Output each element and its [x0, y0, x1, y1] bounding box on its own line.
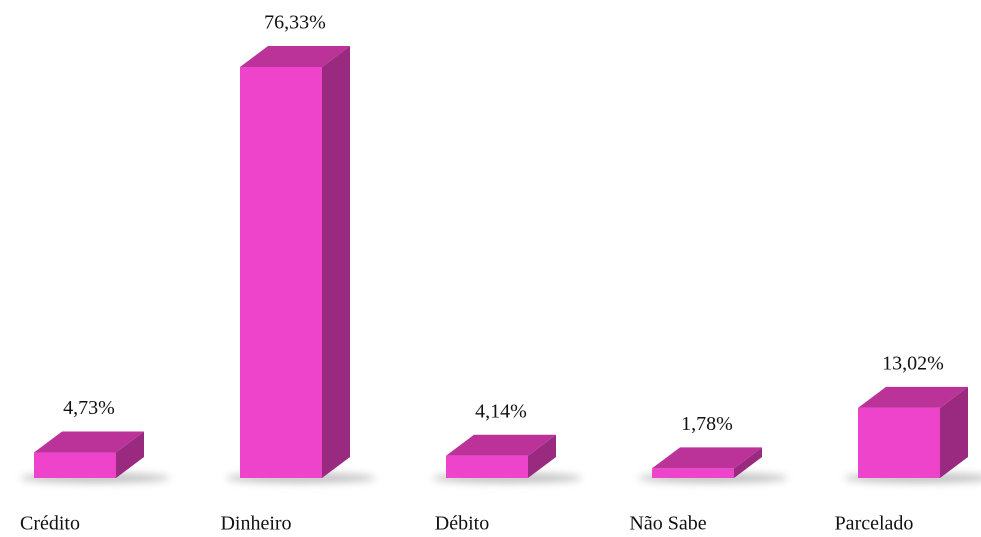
- bar: [652, 468, 734, 478]
- x-tick-label: Parcelado: [835, 513, 914, 535]
- bar: [240, 67, 322, 478]
- bar-top: [652, 447, 762, 469]
- bar-top: [446, 434, 556, 456]
- bar: [858, 407, 940, 478]
- x-tick-label: Dinheiro: [220, 513, 291, 535]
- value-label: 4,14%: [475, 400, 527, 422]
- bar-top: [34, 431, 144, 453]
- bar-side: [116, 431, 144, 478]
- value-label: 1,78%: [681, 413, 733, 435]
- bar-side: [528, 434, 556, 478]
- bar-top: [240, 46, 350, 67]
- x-tick-label: Débito: [435, 513, 489, 535]
- x-tick-label: Crédito: [20, 513, 80, 535]
- bar: [34, 452, 116, 478]
- value-label: 4,73%: [63, 397, 115, 419]
- bar-top: [858, 386, 968, 408]
- bar-side: [734, 447, 762, 478]
- x-tick-label: Não Sabe: [629, 513, 706, 535]
- value-label: 76,33%: [264, 12, 326, 34]
- bar-side: [940, 386, 968, 478]
- value-label: 13,02%: [882, 352, 944, 374]
- bar-side: [322, 46, 350, 478]
- bar: [446, 455, 528, 478]
